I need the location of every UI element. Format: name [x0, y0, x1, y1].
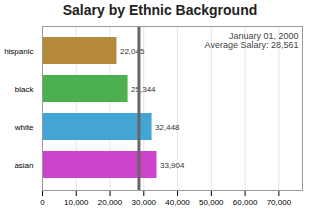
svg-text:25,344: 25,344	[131, 85, 156, 94]
svg-text:60,000: 60,000	[233, 198, 258, 207]
svg-text:black: black	[15, 85, 35, 94]
svg-text:asian: asian	[14, 161, 33, 170]
svg-text:50,000: 50,000	[199, 198, 224, 207]
svg-text:32,448: 32,448	[155, 123, 180, 132]
svg-text:0: 0	[40, 198, 45, 207]
svg-text:20,000: 20,000	[98, 198, 123, 207]
html-text:Salary by Ethnic Background: Salary by Ethnic Background	[62, 2, 258, 18]
svg-text:January 01, 2000Average Salary: January 01, 2000Average Salary: 28,561	[205, 31, 299, 50]
svg-text:40,000: 40,000	[165, 198, 190, 207]
svg-text:30,000: 30,000	[132, 198, 157, 207]
svg-text:33,904: 33,904	[160, 161, 185, 170]
svg-text:10,000: 10,000	[64, 198, 89, 207]
svg-text:hispanic: hispanic	[4, 47, 33, 56]
svg-text:70,000: 70,000	[267, 198, 292, 207]
svg-text:22,045: 22,045	[120, 47, 145, 56]
svg-text:white: white	[14, 123, 34, 132]
